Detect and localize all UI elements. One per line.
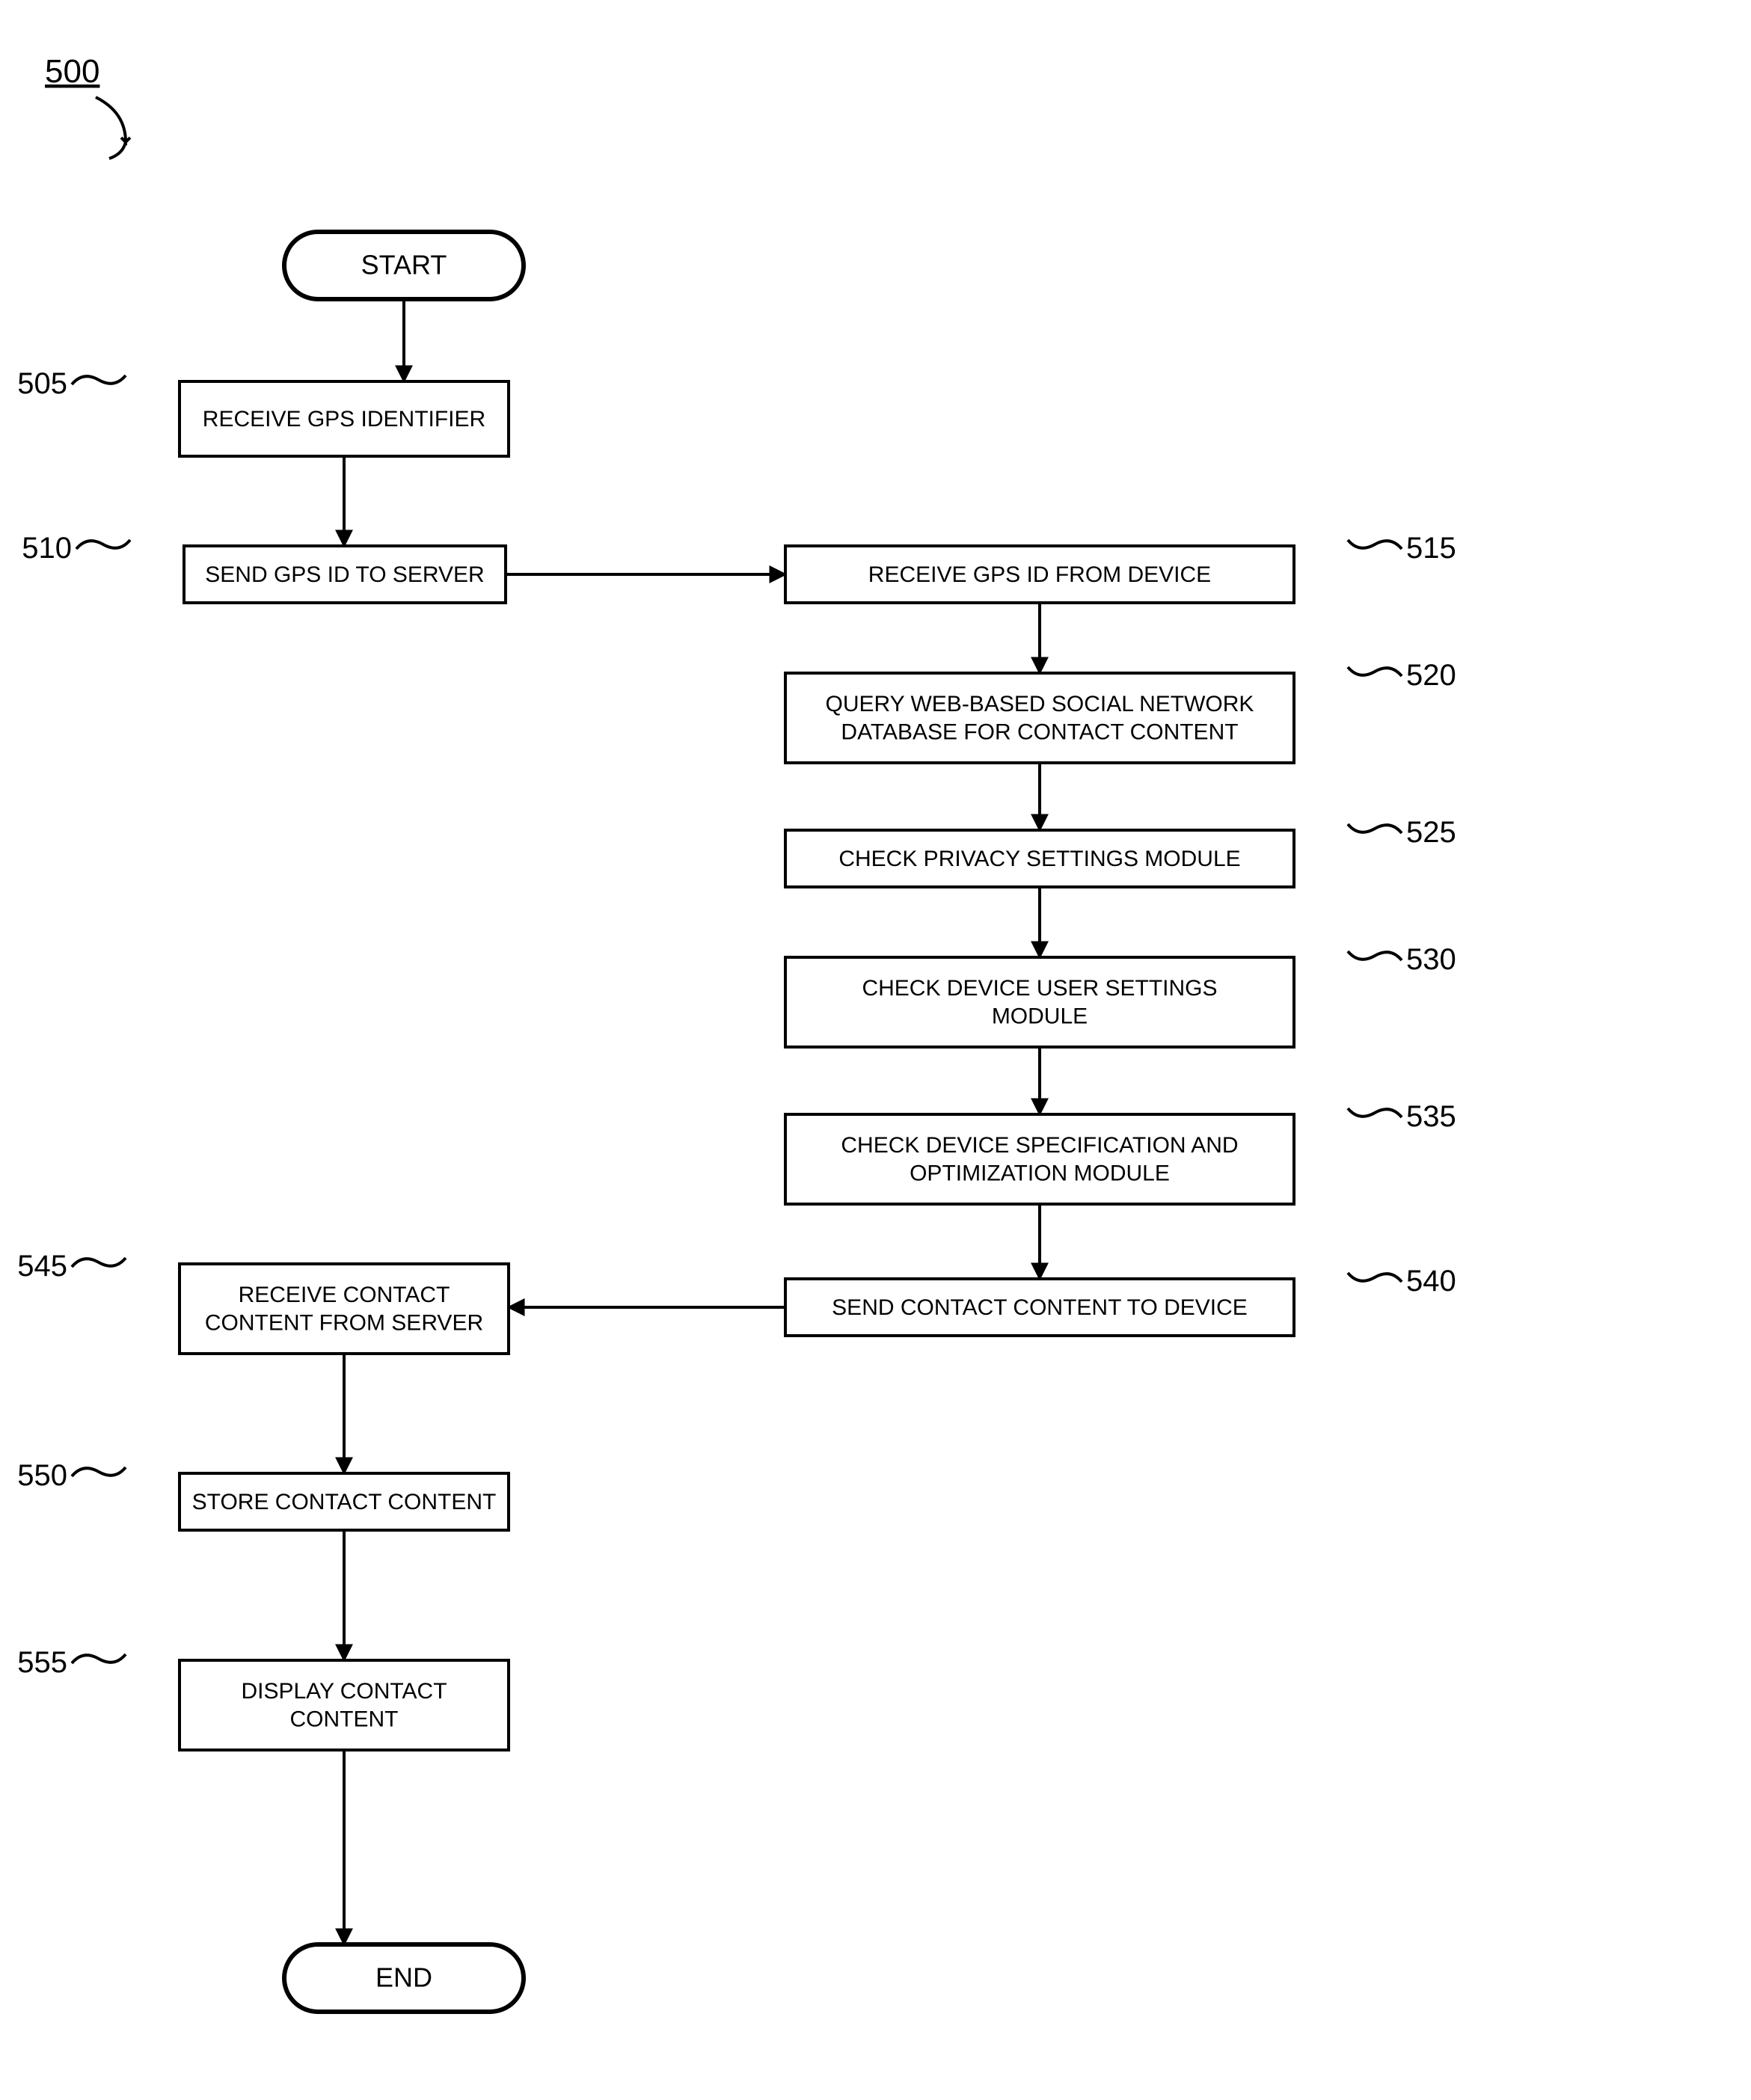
ref-510-squiggle xyxy=(76,540,130,549)
node-530-label-0: CHECK DEVICE USER SETTINGS xyxy=(862,976,1217,1001)
node-510-label-0: SEND GPS ID TO SERVER xyxy=(205,562,484,587)
ref-505: 505 xyxy=(17,367,67,400)
ref-530-squiggle xyxy=(1348,951,1402,960)
node-520 xyxy=(785,673,1294,763)
node-545-label-0: RECEIVE CONTACT xyxy=(239,1283,450,1307)
ref-515: 515 xyxy=(1406,532,1456,565)
ref-540: 540 xyxy=(1406,1265,1456,1298)
node-555 xyxy=(180,1660,509,1750)
node-515-label-0: RECEIVE GPS ID FROM DEVICE xyxy=(868,562,1211,587)
ref-555-squiggle xyxy=(72,1654,126,1663)
ref-520: 520 xyxy=(1406,659,1456,692)
ref-550: 550 xyxy=(17,1459,67,1492)
node-545 xyxy=(180,1264,509,1354)
node-555-label-1: CONTENT xyxy=(290,1707,399,1732)
start-label: START xyxy=(361,250,447,280)
ref-525: 525 xyxy=(1406,816,1456,849)
end-label: END xyxy=(375,1962,432,1993)
node-550-label-0: STORE CONTACT CONTENT xyxy=(192,1490,497,1514)
node-520-label-0: QUERY WEB-BASED SOCIAL NETWORK xyxy=(826,692,1254,716)
ref-540-squiggle xyxy=(1348,1273,1402,1282)
node-545-label-1: CONTENT FROM SERVER xyxy=(205,1311,483,1336)
ref-545: 545 xyxy=(17,1250,67,1283)
ref-510: 510 xyxy=(22,532,72,565)
ref-515-squiggle xyxy=(1348,540,1402,549)
ref-550-squiggle xyxy=(72,1467,126,1476)
node-530-label-1: MODULE xyxy=(992,1004,1088,1029)
ref-505-squiggle xyxy=(72,375,126,384)
node-505-label-0: RECEIVE GPS IDENTIFIER xyxy=(203,407,485,432)
ref-525-squiggle xyxy=(1348,824,1402,833)
ref-545-squiggle xyxy=(72,1258,126,1267)
figure-ref-arrow xyxy=(96,97,130,159)
node-520-label-1: DATABASE FOR CONTACT CONTENT xyxy=(841,720,1238,745)
node-535-label-1: OPTIMIZATION MODULE xyxy=(910,1161,1170,1186)
node-555-label-0: DISPLAY CONTACT xyxy=(241,1679,447,1704)
ref-555: 555 xyxy=(17,1646,67,1679)
ref-530: 530 xyxy=(1406,943,1456,976)
node-535-label-0: CHECK DEVICE SPECIFICATION AND xyxy=(841,1133,1238,1158)
ref-520-squiggle xyxy=(1348,667,1402,676)
node-530 xyxy=(785,957,1294,1047)
ref-535: 535 xyxy=(1406,1100,1456,1133)
flowchart-svg: 500 START END RECEIVE GPS IDENTIFIER 505 SEND… xyxy=(0,0,1751,2100)
node-525-label-0: CHECK PRIVACY SETTINGS MODULE xyxy=(838,847,1240,871)
figure-ref: 500 xyxy=(45,53,99,90)
node-535 xyxy=(785,1114,1294,1204)
node-540-label-0: SEND CONTACT CONTENT TO DEVICE xyxy=(832,1295,1248,1320)
ref-535-squiggle xyxy=(1348,1108,1402,1117)
